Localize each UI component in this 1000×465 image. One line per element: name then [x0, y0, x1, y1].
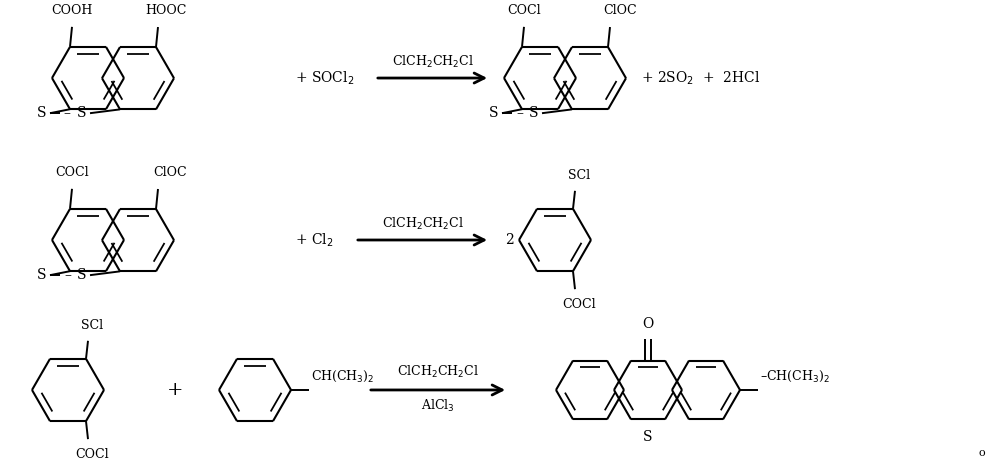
Text: SCl: SCl: [568, 169, 590, 182]
Text: SCl: SCl: [81, 319, 103, 332]
Text: –: –: [64, 268, 72, 282]
Text: + Cl$_2$: + Cl$_2$: [295, 231, 333, 249]
Text: S: S: [37, 268, 47, 282]
Text: –: –: [63, 106, 70, 120]
Text: 2: 2: [505, 233, 514, 247]
Text: COOH: COOH: [51, 4, 93, 17]
Text: ClCH$_2$CH$_2$Cl: ClCH$_2$CH$_2$Cl: [382, 216, 463, 232]
Text: COCl: COCl: [562, 298, 596, 311]
Text: HOOC: HOOC: [145, 4, 187, 17]
Text: O: O: [642, 317, 654, 331]
Text: ClCH$_2$CH$_2$Cl: ClCH$_2$CH$_2$Cl: [397, 364, 479, 380]
Text: + SOCl$_2$: + SOCl$_2$: [295, 69, 354, 87]
Text: COCl: COCl: [507, 4, 541, 17]
Text: ClOC: ClOC: [603, 4, 637, 17]
Text: ClCH$_2$CH$_2$Cl: ClCH$_2$CH$_2$Cl: [392, 54, 473, 70]
Text: AlCl$_3$: AlCl$_3$: [421, 398, 455, 414]
Text: –CH(CH$_3$)$_2$: –CH(CH$_3$)$_2$: [760, 368, 830, 384]
Text: S: S: [77, 106, 87, 120]
Text: o: o: [978, 448, 985, 458]
Text: COCl: COCl: [75, 448, 109, 461]
Text: S: S: [643, 431, 653, 445]
Text: S: S: [529, 106, 539, 120]
Text: –: –: [516, 106, 524, 120]
Text: S: S: [37, 106, 47, 120]
Text: +: +: [167, 381, 183, 399]
Text: COCl: COCl: [55, 166, 89, 179]
Text: S: S: [489, 106, 499, 120]
Text: ClOC: ClOC: [153, 166, 187, 179]
Text: + 2SO$_2$  +  2HCl: + 2SO$_2$ + 2HCl: [641, 69, 760, 87]
Text: CH(CH$_3$)$_2$: CH(CH$_3$)$_2$: [311, 368, 374, 384]
Text: S: S: [77, 268, 87, 282]
